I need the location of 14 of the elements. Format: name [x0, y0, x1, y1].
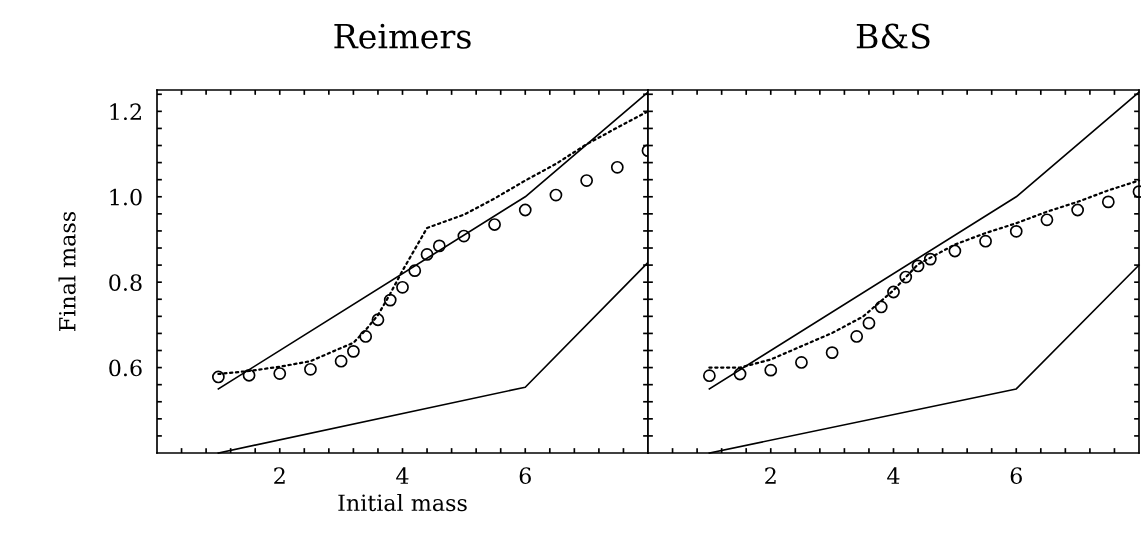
- x-tick-label: 2: [274, 467, 285, 484]
- y-axis-title: Final mass: [58, 211, 76, 331]
- x-tick-label: 4: [396, 467, 409, 484]
- chart-title: B&S: [856, 23, 930, 49]
- x-tick-label: 2: [765, 467, 776, 484]
- chart-title: Reimers: [334, 23, 471, 49]
- x-tick-label: 6: [1010, 467, 1022, 485]
- x-tick-label: 6: [519, 467, 531, 485]
- y-tick-label: 1.2: [110, 103, 141, 121]
- x-axis-title: Initial mass: [338, 493, 467, 512]
- x-tick-label: 4: [887, 467, 900, 484]
- y-tick-label: 0.6: [109, 359, 142, 377]
- y-tick-label: 0.8: [109, 274, 142, 291]
- y-tick-label: 1.0: [110, 188, 142, 206]
